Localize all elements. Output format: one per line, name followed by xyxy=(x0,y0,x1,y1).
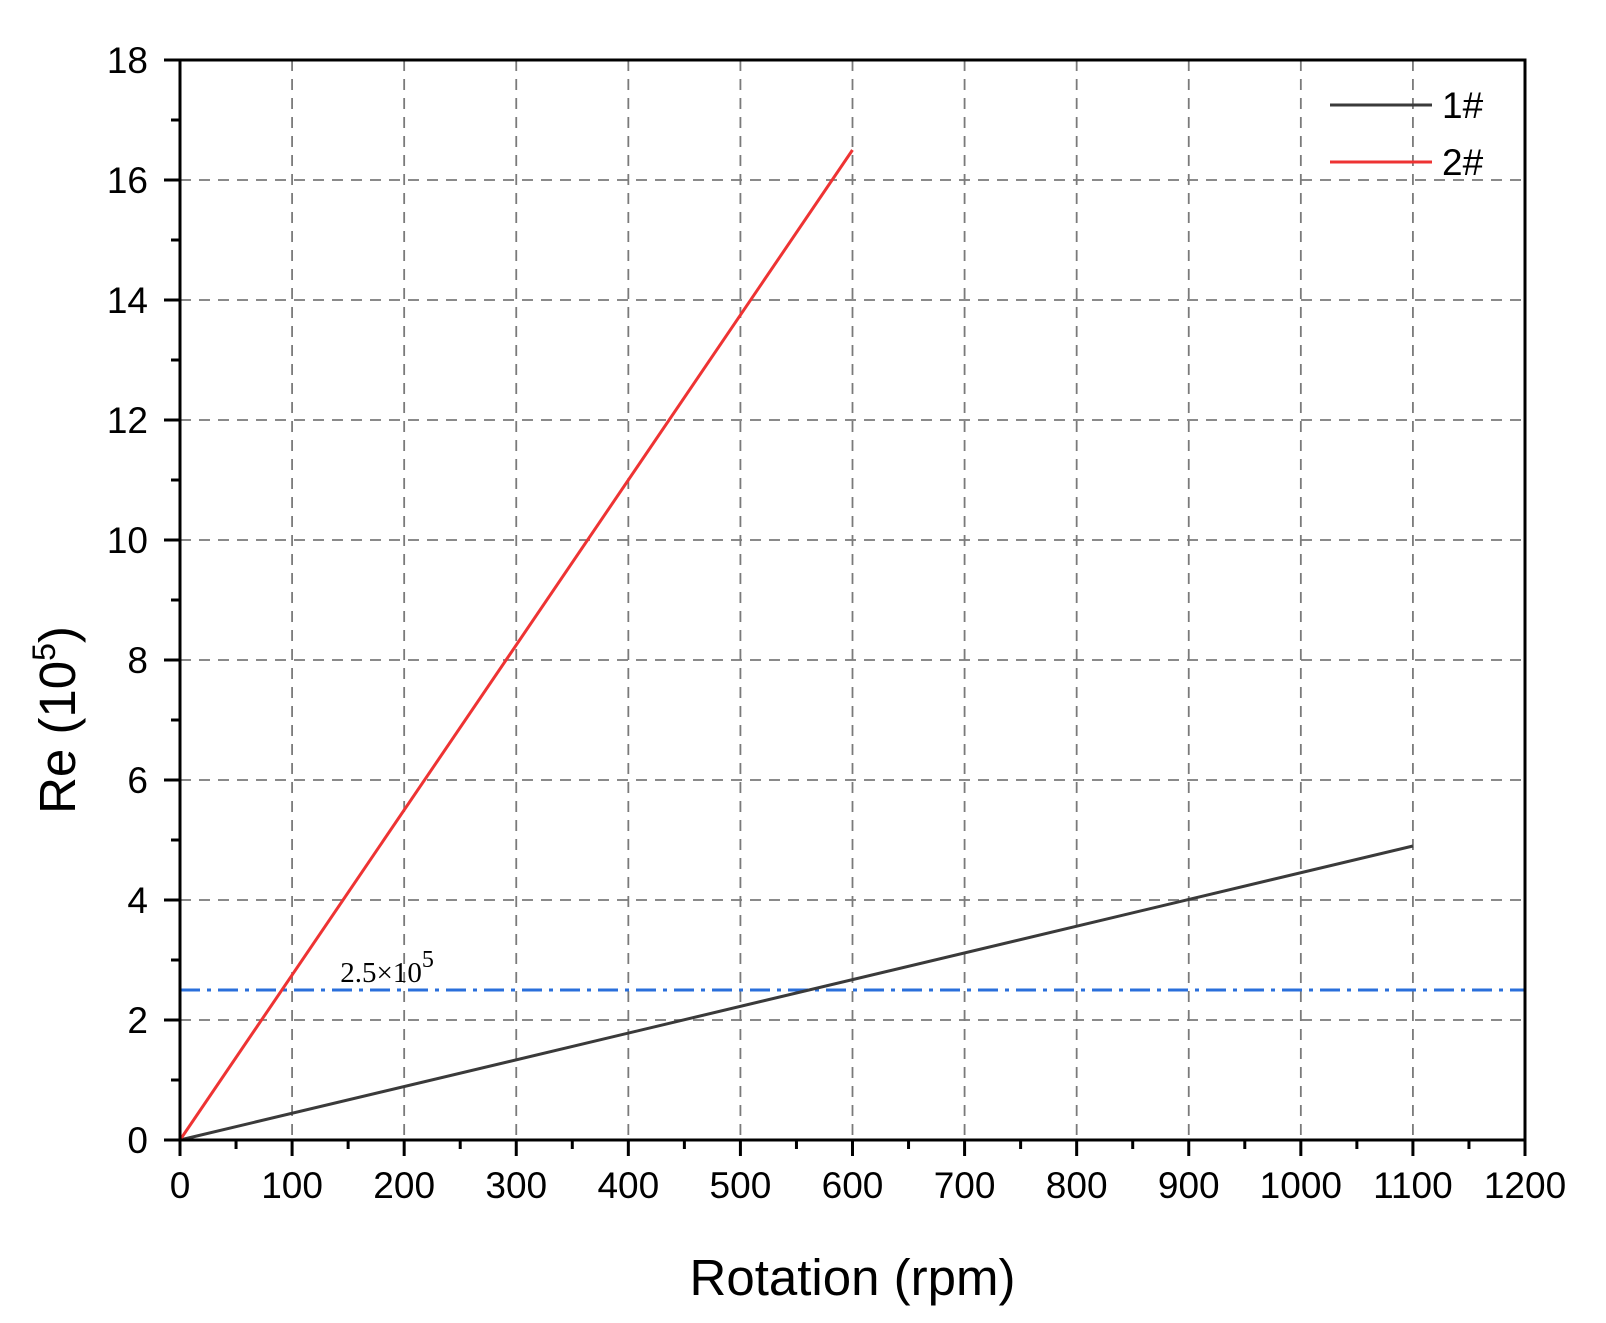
y-axis-title: Re (105) xyxy=(26,626,86,814)
x-tick-label: 900 xyxy=(1158,1165,1220,1206)
annotation-exponent: 5 xyxy=(422,947,434,973)
grid-lines xyxy=(180,60,1525,1140)
y-tick-label: 16 xyxy=(107,160,148,201)
legend-label-2: 2# xyxy=(1442,142,1484,183)
x-tick-label: 1200 xyxy=(1484,1165,1566,1206)
y-axis-tick-labels: 0 2 4 6 8 10 12 14 16 18 xyxy=(107,40,148,1161)
y-axis-title-base: Re (10 xyxy=(29,661,86,814)
y-tick-label: 14 xyxy=(107,280,148,321)
x-tick-label: 100 xyxy=(261,1165,323,1206)
reference-line-annotation: 2.5×105 xyxy=(340,947,434,989)
y-tick-label: 8 xyxy=(127,640,148,681)
x-tick-label: 800 xyxy=(1046,1165,1108,1206)
x-tick-label: 200 xyxy=(373,1165,435,1206)
x-tick-label: 0 xyxy=(170,1165,191,1206)
y-axis-title-exponent: 5 xyxy=(26,643,62,661)
x-tick-label: 400 xyxy=(597,1165,659,1206)
y-axis-title-close: ) xyxy=(29,626,86,643)
y-tick-label: 18 xyxy=(107,40,148,81)
legend: 1#2# xyxy=(1330,85,1484,183)
x-tick-label: 500 xyxy=(710,1165,772,1206)
y-tick-label: 12 xyxy=(107,400,148,441)
data-series xyxy=(178,149,1414,1142)
series-line-2 xyxy=(178,149,854,1141)
x-axis-title: Rotation (rpm) xyxy=(690,1249,1016,1306)
y-tick-label: 2 xyxy=(127,1000,148,1041)
axis-ticks xyxy=(164,58,1527,1156)
y-tick-label: 10 xyxy=(107,520,148,561)
x-tick-label: 700 xyxy=(934,1165,996,1206)
series-line-1 xyxy=(179,844,1414,1142)
reference-line-label: 2.5×105 xyxy=(340,947,434,989)
x-tick-label: 300 xyxy=(485,1165,547,1206)
legend-label-1: 1# xyxy=(1442,85,1484,126)
y-tick-label: 4 xyxy=(127,880,148,921)
x-tick-label: 1100 xyxy=(1373,1165,1453,1206)
x-tick-label: 1000 xyxy=(1260,1165,1342,1206)
annotation-base: 2.5×10 xyxy=(340,957,422,989)
x-axis-tick-labels: 0 100 200 300 400 500 600 700 800 900 1000 1100 1200 xyxy=(170,1165,1566,1206)
y-tick-label: 6 xyxy=(127,760,148,801)
y-tick-label: 0 xyxy=(127,1120,148,1161)
x-tick-label: 600 xyxy=(822,1165,884,1206)
